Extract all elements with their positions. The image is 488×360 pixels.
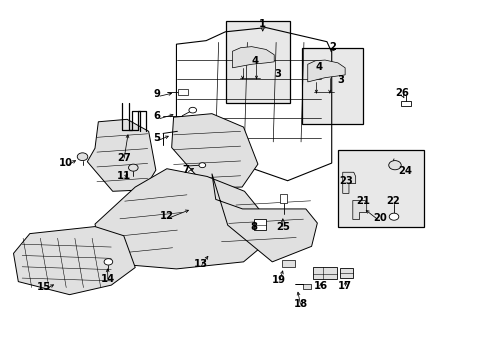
Circle shape	[388, 213, 398, 220]
Polygon shape	[87, 119, 156, 191]
Bar	[178, 89, 187, 95]
Text: 3: 3	[274, 69, 281, 79]
Text: 8: 8	[250, 221, 257, 231]
Text: 16: 16	[313, 281, 327, 291]
Circle shape	[388, 161, 400, 170]
Text: 6: 6	[153, 112, 161, 121]
Polygon shape	[232, 47, 274, 68]
Bar	[280, 194, 286, 203]
Polygon shape	[95, 169, 267, 269]
Bar	[254, 219, 265, 230]
Bar	[400, 101, 410, 106]
Text: 2: 2	[329, 42, 336, 51]
Circle shape	[77, 153, 88, 161]
Text: 19: 19	[271, 275, 285, 285]
Text: 13: 13	[193, 259, 207, 269]
Text: 27: 27	[117, 153, 130, 163]
Text: 12: 12	[160, 211, 174, 221]
Text: 24: 24	[397, 166, 411, 176]
Text: 21: 21	[356, 196, 369, 206]
Polygon shape	[294, 284, 310, 289]
Bar	[302, 48, 363, 123]
Text: 18: 18	[293, 299, 307, 309]
Bar	[337, 150, 424, 226]
Text: 4: 4	[315, 62, 322, 72]
Bar	[281, 260, 295, 267]
Text: 11: 11	[116, 171, 131, 181]
Text: 3: 3	[336, 75, 343, 85]
Text: 23: 23	[339, 176, 352, 186]
Polygon shape	[171, 114, 257, 188]
Text: 26: 26	[395, 87, 409, 98]
Circle shape	[128, 164, 138, 171]
Polygon shape	[342, 172, 355, 193]
Polygon shape	[211, 174, 317, 262]
Text: 10: 10	[59, 158, 73, 168]
Polygon shape	[352, 201, 366, 220]
Text: 25: 25	[275, 221, 289, 231]
Bar	[226, 21, 289, 103]
Text: 5: 5	[153, 133, 160, 143]
Bar	[312, 267, 336, 279]
Text: 14: 14	[101, 274, 115, 284]
Text: 15: 15	[37, 282, 51, 292]
Polygon shape	[14, 226, 135, 294]
Text: 17: 17	[337, 281, 351, 291]
Text: 9: 9	[154, 89, 161, 99]
Circle shape	[199, 163, 205, 168]
Text: 22: 22	[386, 196, 399, 206]
Text: 4: 4	[251, 57, 258, 67]
Polygon shape	[307, 60, 345, 82]
Bar	[340, 268, 352, 278]
Text: 1: 1	[259, 19, 266, 29]
Circle shape	[104, 259, 112, 265]
Circle shape	[188, 107, 196, 113]
Text: 20: 20	[372, 213, 386, 223]
Text: 7: 7	[182, 165, 189, 175]
